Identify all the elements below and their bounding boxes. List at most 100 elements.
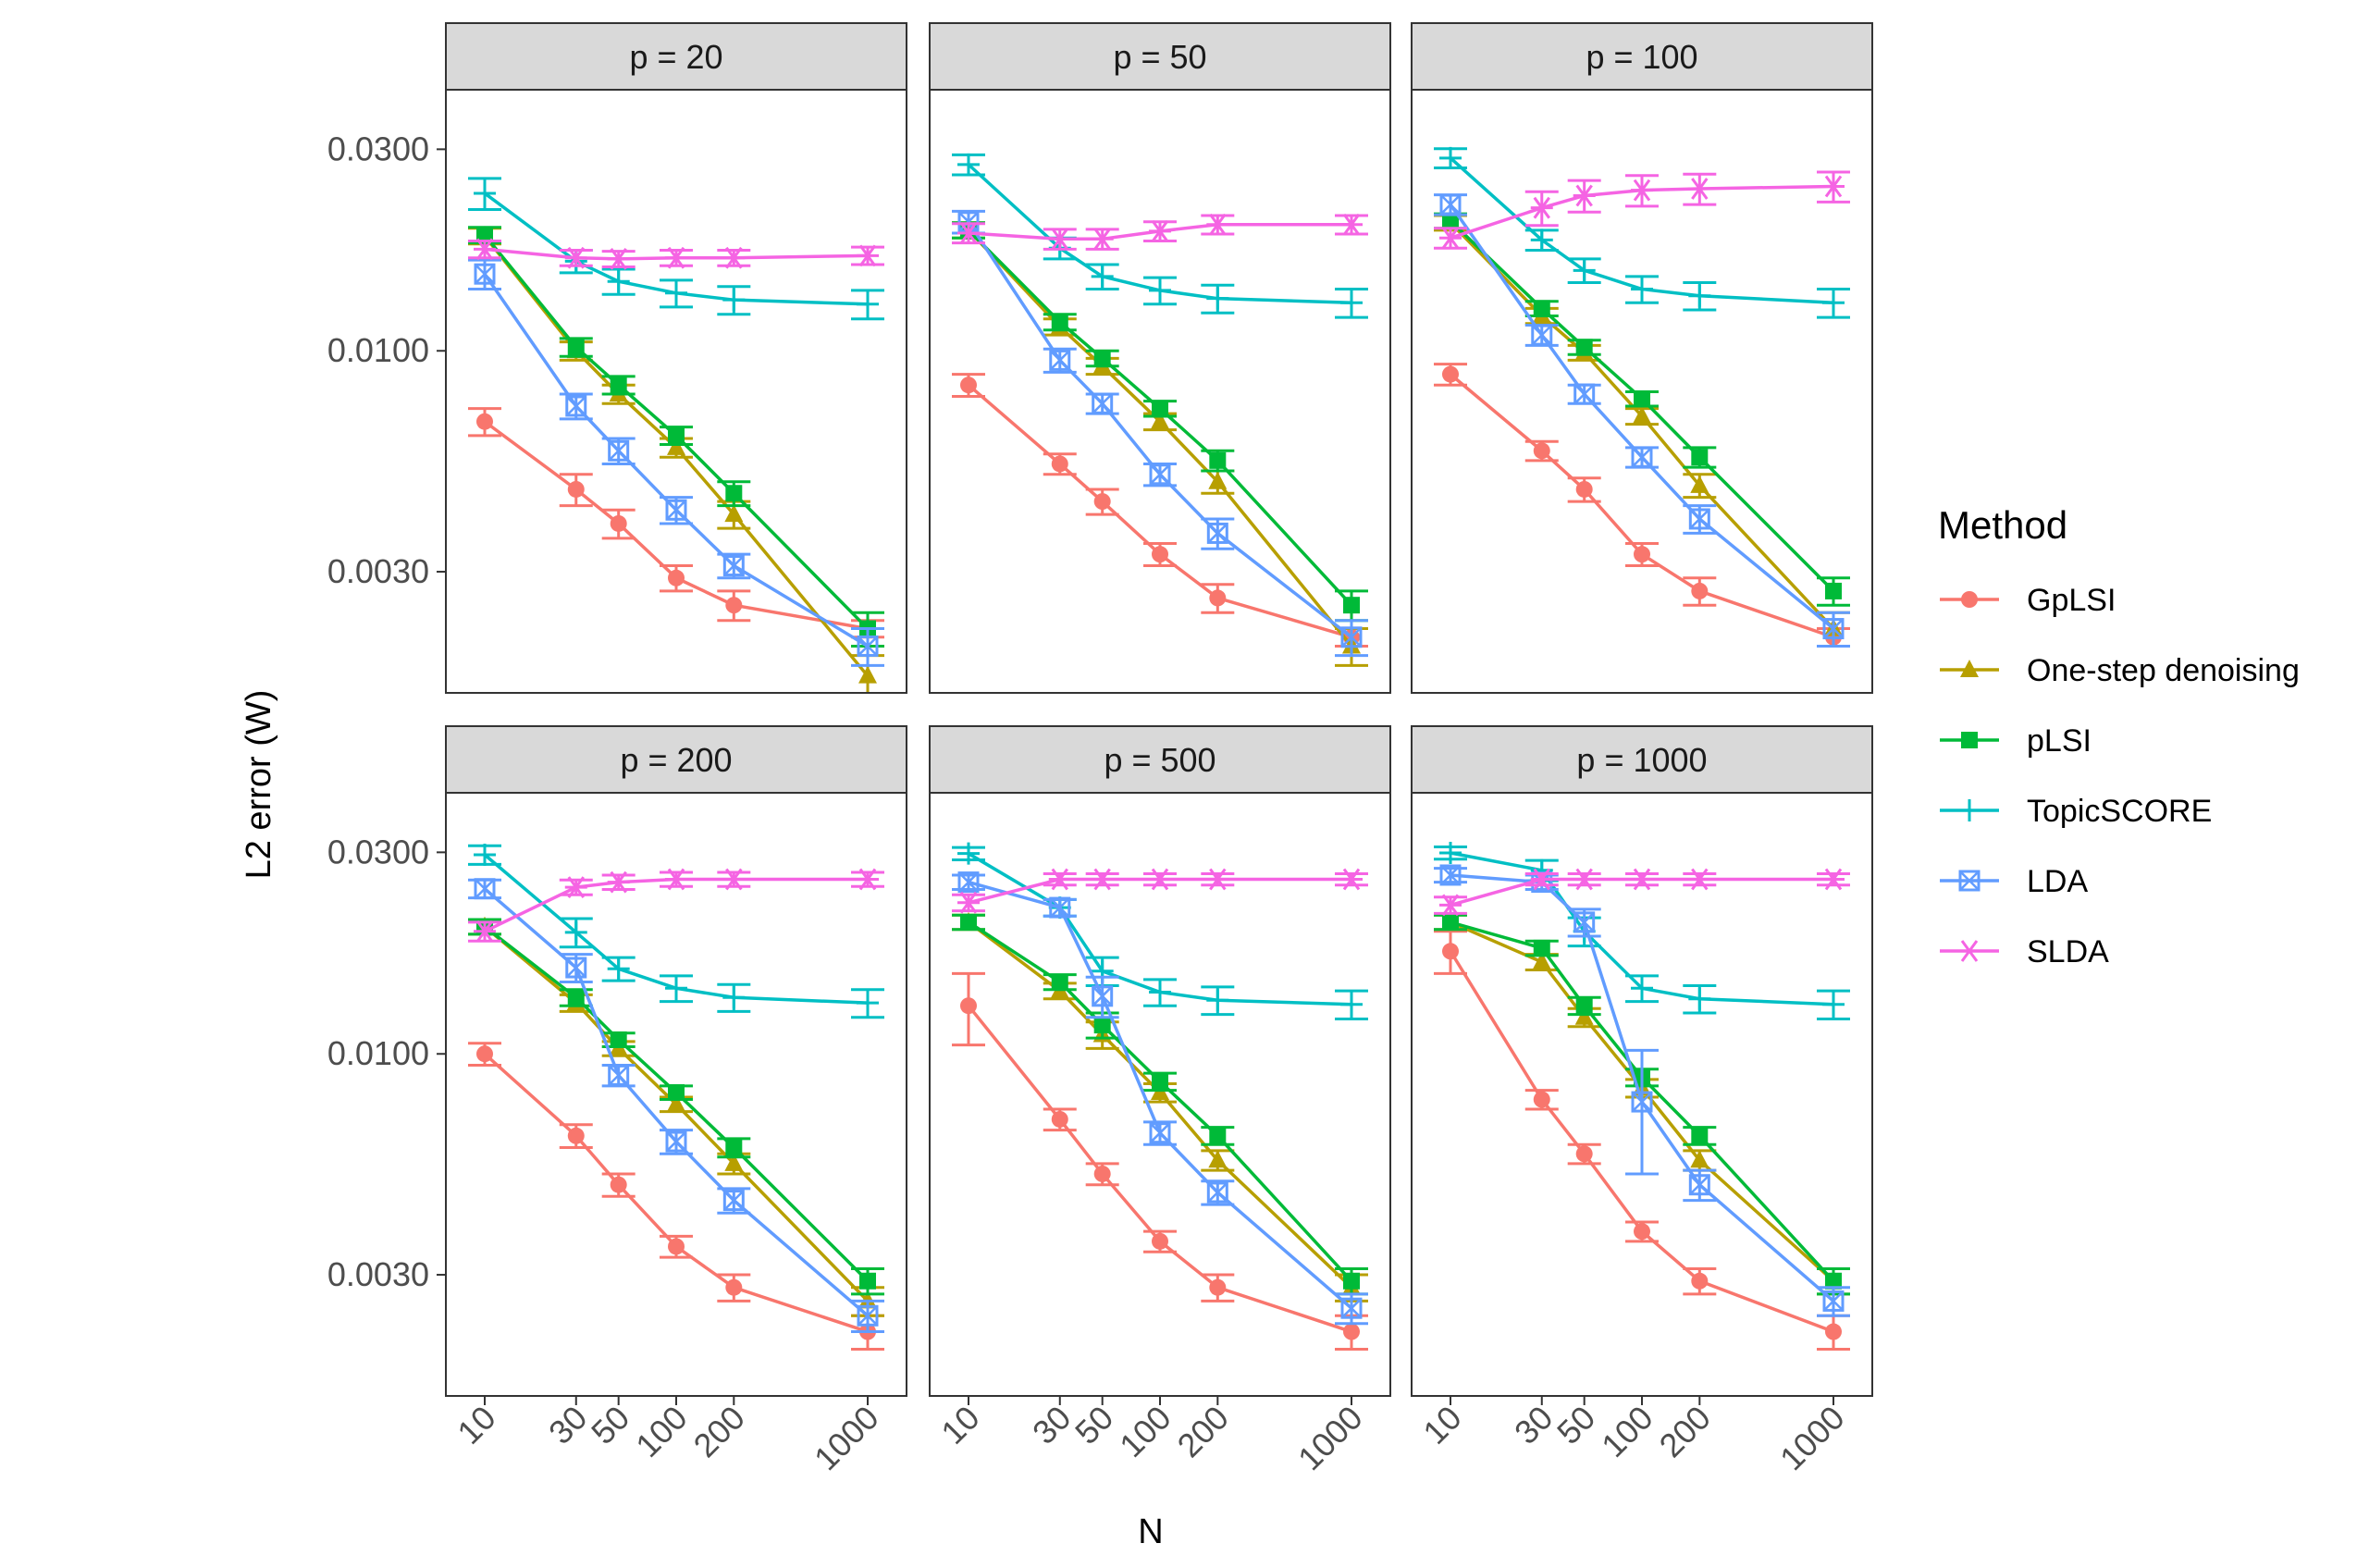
data-point bbox=[1149, 981, 1171, 1004]
data-point bbox=[1051, 973, 1068, 991]
legend-item-lda: LDA bbox=[1940, 864, 2088, 899]
series-line bbox=[967, 383, 1352, 639]
x-tick-label: 10 bbox=[1415, 1399, 1468, 1451]
facet-panel: p = 20 0.0030 0.0100 0.0300 bbox=[327, 22, 907, 694]
panel-border bbox=[445, 89, 907, 694]
series-line bbox=[968, 877, 1351, 905]
data-point bbox=[610, 377, 627, 394]
facet-panel: p = 100 bbox=[1411, 22, 1873, 694]
x-tick-label: 200 bbox=[1651, 1399, 1717, 1464]
legend-label: GpLSI bbox=[2027, 583, 2116, 618]
data-point bbox=[1149, 278, 1171, 302]
series-line bbox=[967, 220, 1353, 639]
legend-title: Method bbox=[1938, 503, 2067, 547]
data-point bbox=[1688, 508, 1710, 530]
data-point bbox=[960, 377, 977, 394]
data-point bbox=[857, 1304, 879, 1327]
data-point bbox=[1631, 446, 1653, 468]
data-point bbox=[1631, 868, 1653, 891]
data-point bbox=[725, 485, 743, 502]
y-tick-label: 0.0030 bbox=[327, 552, 429, 590]
data-point bbox=[1633, 405, 1651, 424]
x-tick-label: 100 bbox=[1112, 1399, 1178, 1464]
data-point bbox=[1092, 985, 1114, 1007]
data-point bbox=[474, 878, 496, 900]
data-point bbox=[1151, 411, 1169, 429]
data-point bbox=[1691, 582, 1709, 599]
data-point bbox=[722, 289, 746, 312]
data-point bbox=[1209, 1278, 1227, 1296]
data-point bbox=[957, 891, 980, 914]
data-point bbox=[607, 870, 630, 894]
facet-strip-label: p = 20 bbox=[629, 38, 722, 76]
series-lda bbox=[468, 878, 884, 1334]
data-point bbox=[1822, 1290, 1845, 1312]
data-point bbox=[725, 597, 743, 614]
data-point bbox=[1340, 291, 1363, 315]
data-point bbox=[1206, 522, 1228, 544]
data-point bbox=[668, 1084, 685, 1102]
series-topicscore bbox=[468, 844, 884, 1019]
legend-key-marker bbox=[1961, 732, 1978, 748]
data-point bbox=[1822, 175, 1845, 198]
data-point bbox=[1634, 390, 1650, 408]
series-gplsi bbox=[1434, 363, 1850, 648]
data-point bbox=[957, 222, 980, 244]
data-point bbox=[722, 555, 745, 577]
y-tick-label: 0.0030 bbox=[327, 1255, 429, 1293]
data-point bbox=[1152, 1232, 1168, 1250]
series-line bbox=[1449, 204, 1835, 630]
x-axis-title: N bbox=[1138, 1512, 1163, 1551]
panel-data bbox=[468, 844, 884, 1351]
legend-key-marker bbox=[1958, 940, 1981, 962]
data-point bbox=[1688, 987, 1711, 1010]
series-line bbox=[483, 233, 870, 630]
data-point bbox=[474, 263, 496, 285]
series-line bbox=[968, 880, 1353, 1310]
data-point bbox=[957, 153, 980, 176]
data-point bbox=[722, 868, 746, 891]
data-point bbox=[858, 665, 877, 684]
legend-item-gplsi: GpLSI bbox=[1940, 583, 2116, 618]
series-line bbox=[483, 925, 870, 1282]
series-line bbox=[1449, 950, 1834, 1334]
data-point bbox=[1575, 997, 1593, 1015]
data-point bbox=[1531, 324, 1553, 346]
data-point bbox=[960, 913, 977, 931]
y-tick-label: 0.0100 bbox=[327, 1034, 429, 1072]
series-line bbox=[1450, 184, 1834, 240]
series-slda bbox=[468, 238, 884, 270]
data-point bbox=[610, 514, 627, 532]
data-point bbox=[474, 238, 496, 261]
facet-strip bbox=[1411, 22, 1873, 91]
series-lda bbox=[952, 209, 1368, 658]
data-point bbox=[722, 1190, 745, 1212]
data-point bbox=[857, 635, 879, 657]
legend-item-slda: SLDA bbox=[1940, 934, 2109, 969]
series-slda bbox=[952, 868, 1368, 914]
data-point bbox=[1575, 339, 1593, 356]
data-point bbox=[859, 1272, 876, 1290]
data-point bbox=[1822, 618, 1845, 640]
data-point bbox=[1152, 400, 1168, 417]
facet-strip-label: p = 500 bbox=[1104, 741, 1216, 779]
data-point bbox=[1206, 868, 1229, 891]
data-point bbox=[474, 920, 496, 943]
data-point bbox=[1575, 1145, 1593, 1163]
series-lda bbox=[468, 258, 884, 667]
data-point bbox=[565, 957, 587, 979]
data-point bbox=[1574, 1006, 1594, 1025]
data-point bbox=[1822, 291, 1845, 315]
data-point bbox=[857, 992, 879, 1015]
data-point bbox=[1691, 1127, 1709, 1144]
data-point bbox=[1340, 626, 1363, 648]
data-point bbox=[1631, 179, 1653, 202]
data-point bbox=[1208, 471, 1228, 489]
x-tick-label: 1000 bbox=[1290, 1399, 1370, 1478]
data-point bbox=[1152, 1073, 1168, 1091]
data-point bbox=[725, 1278, 743, 1296]
data-point bbox=[957, 871, 980, 894]
data-point bbox=[1825, 1323, 1842, 1340]
data-point bbox=[610, 1031, 627, 1048]
x-tick-label: 10 bbox=[450, 1399, 502, 1451]
